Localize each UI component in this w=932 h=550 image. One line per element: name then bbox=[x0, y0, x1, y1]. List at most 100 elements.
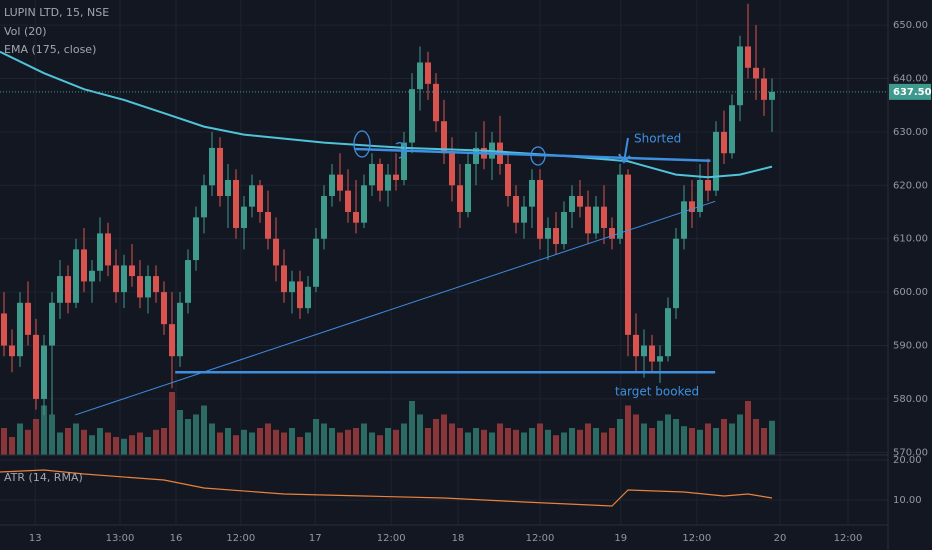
volume-bar bbox=[433, 419, 439, 455]
volume-bar bbox=[313, 419, 319, 455]
drawing-circle bbox=[395, 142, 407, 159]
volume-bar bbox=[441, 414, 447, 455]
candle-body bbox=[745, 46, 751, 68]
candle-body bbox=[201, 185, 207, 218]
volume-bar bbox=[57, 432, 63, 455]
candle-body bbox=[73, 249, 79, 303]
candle-body bbox=[177, 302, 183, 357]
volume-bar bbox=[497, 423, 503, 455]
volume-bar bbox=[537, 423, 543, 455]
candle-body bbox=[673, 238, 679, 309]
candle-body bbox=[97, 233, 103, 271]
volume-bar bbox=[393, 429, 399, 455]
candle-body bbox=[681, 201, 687, 239]
candle-body bbox=[353, 212, 359, 223]
volume-bar bbox=[105, 432, 111, 455]
volume-bar bbox=[1, 428, 7, 455]
candle-body bbox=[145, 276, 151, 298]
volume-bar bbox=[361, 423, 367, 455]
volume-bar bbox=[665, 414, 671, 455]
x-tick-label: 18 bbox=[452, 533, 465, 544]
candle-body bbox=[241, 206, 247, 229]
volume-bar bbox=[721, 419, 727, 455]
candle-body bbox=[377, 163, 383, 191]
volume-bar bbox=[33, 419, 39, 455]
volume-bar bbox=[65, 428, 71, 455]
volume-bar bbox=[305, 432, 311, 455]
volume-bar bbox=[657, 420, 663, 455]
y-tick-label: 590.00 bbox=[893, 341, 928, 352]
volume-bar bbox=[521, 432, 527, 455]
volume-bar bbox=[153, 429, 159, 455]
candle-body bbox=[105, 233, 111, 266]
x-tick-label: 12:00 bbox=[377, 533, 406, 544]
volume-bar bbox=[729, 423, 735, 455]
candle-body bbox=[433, 83, 439, 122]
candle-body bbox=[393, 174, 399, 180]
candle-body bbox=[617, 174, 623, 239]
candle-body bbox=[25, 302, 31, 335]
volume-bar bbox=[545, 429, 551, 455]
candle-body bbox=[529, 179, 535, 207]
volume-bar bbox=[705, 423, 711, 455]
candle-body bbox=[337, 174, 343, 191]
candle-body bbox=[321, 195, 327, 239]
candle-body bbox=[577, 195, 583, 207]
candle-body bbox=[409, 89, 415, 143]
volume-bar bbox=[257, 428, 263, 455]
symbol-title: LUPIN LTD, 15, NSE bbox=[4, 6, 109, 19]
candle-body bbox=[209, 147, 215, 186]
candle-body bbox=[313, 238, 319, 287]
volume-bar bbox=[17, 423, 23, 455]
y-tick-label: 610.00 bbox=[893, 234, 928, 245]
volume-bar bbox=[577, 429, 583, 455]
y-tick-label: 650.00 bbox=[893, 20, 928, 31]
volume-bar bbox=[25, 429, 31, 455]
volume-bar bbox=[753, 419, 759, 455]
candle-body bbox=[65, 276, 71, 303]
volume-bar bbox=[201, 405, 207, 455]
candle-body bbox=[649, 345, 655, 362]
volume-bar bbox=[529, 428, 535, 455]
volume-bar bbox=[89, 435, 95, 455]
candle-body bbox=[385, 174, 391, 191]
candle-body bbox=[553, 228, 559, 245]
volume-bar bbox=[417, 414, 423, 455]
volume-bar bbox=[121, 438, 127, 455]
indicator-label: Vol (20) bbox=[4, 25, 47, 38]
volume-bar bbox=[513, 429, 519, 455]
candle-body bbox=[545, 228, 551, 239]
annotation: target booked bbox=[615, 385, 699, 399]
candle-body bbox=[537, 179, 543, 239]
candle-body bbox=[249, 185, 255, 207]
volume-bar bbox=[401, 423, 407, 455]
drawing-circle bbox=[530, 146, 546, 166]
candle-body bbox=[441, 121, 447, 154]
candle-body bbox=[521, 206, 527, 223]
volume-bar bbox=[369, 432, 375, 455]
y-tick-label: 20.00 bbox=[893, 455, 922, 466]
volume-bar bbox=[129, 435, 135, 455]
x-tick-label: 19 bbox=[614, 533, 627, 544]
candle-body bbox=[137, 276, 143, 298]
candle-body bbox=[417, 62, 423, 90]
candle-body bbox=[457, 185, 463, 213]
candle-body bbox=[329, 174, 335, 196]
ema-line bbox=[0, 50, 773, 179]
volume-bar bbox=[449, 423, 455, 455]
candle-body bbox=[737, 46, 743, 106]
candle-body bbox=[297, 281, 303, 309]
candle-body bbox=[257, 185, 263, 213]
volume-bar bbox=[97, 428, 103, 455]
candle-body bbox=[601, 206, 607, 229]
candle-body bbox=[513, 195, 519, 223]
volume-bar bbox=[505, 428, 511, 455]
volume-bar bbox=[249, 432, 255, 455]
x-tick-label: 20 bbox=[774, 533, 787, 544]
candle-body bbox=[121, 265, 127, 293]
drawing-line bbox=[75, 200, 716, 416]
candle-body bbox=[761, 78, 767, 100]
candle-body bbox=[1, 313, 7, 346]
